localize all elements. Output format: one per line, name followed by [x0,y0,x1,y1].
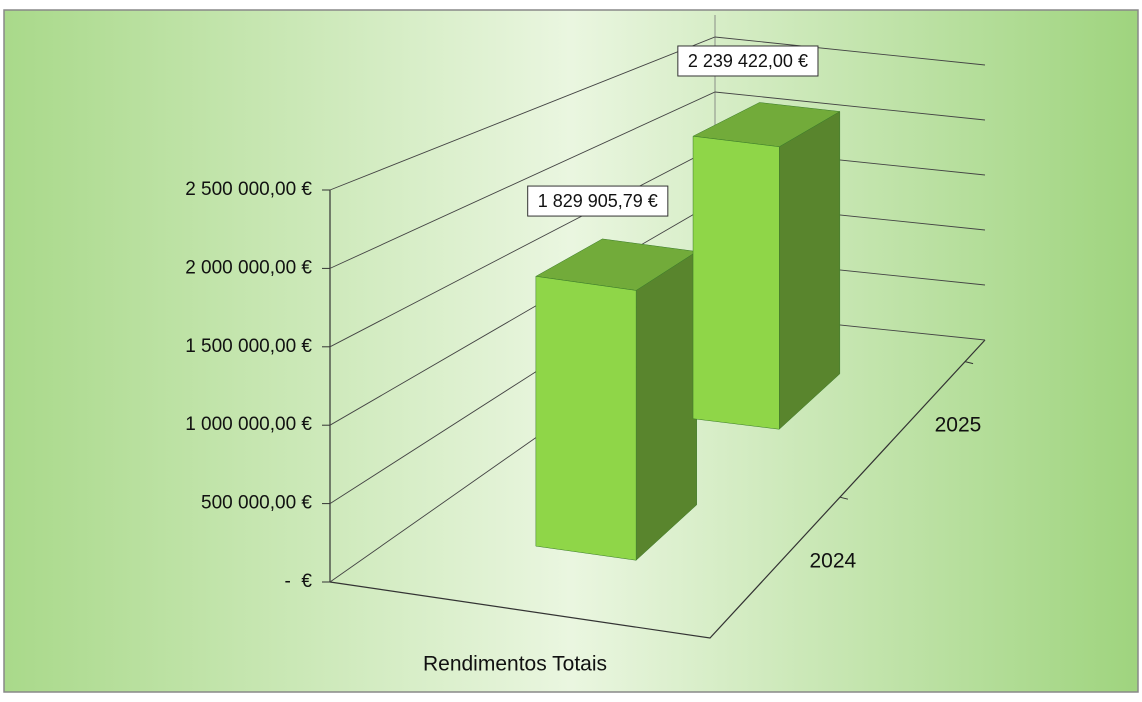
y-tick-label: 1 000 000,00 € [185,414,312,435]
x-tick-label: Rendimentos Totais [423,653,607,676]
y-tick-label: 500 000,00 € [201,493,312,514]
floor-edge [329,339,986,639]
y-tick-label: 2 500 000,00 € [185,179,312,200]
y-tick-label: 1 500 000,00 € [185,336,312,357]
series-label: 2024 [809,549,856,572]
value-label: 1 829 905,79 € [538,191,658,211]
value-label-box [677,45,819,77]
bar-side [779,111,841,430]
value-label: 2 239 422,00 € [688,51,808,71]
grid-line [329,36,986,191]
bar [692,135,780,430]
series-label: 2025 [935,414,982,437]
grid-line [329,91,986,269]
y-tick-label: - € [285,571,313,592]
value-label-box [527,185,669,217]
depth-tick [839,496,849,500]
plot: - € 500 000,00 € 1 000 000,00 € 1 500 000,0… [185,15,986,676]
y-tick-label: 2 000 000,00 € [185,257,312,278]
depth-tick [964,361,974,365]
bar [535,276,637,561]
